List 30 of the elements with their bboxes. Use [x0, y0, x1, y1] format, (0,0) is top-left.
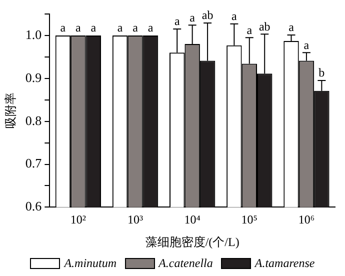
x-tick-label: 10⁶ — [298, 212, 315, 227]
y-axis-title: 吸附率 — [3, 92, 18, 129]
x-tick-label: 10⁴ — [184, 212, 200, 227]
annotation: a — [232, 9, 238, 24]
annotation: a — [90, 20, 97, 35]
y-tick-label: 0.8 — [25, 112, 42, 128]
legend-label: A.tamarense — [254, 256, 315, 270]
annotation: a — [132, 20, 139, 35]
x-tick-label: 10⁵ — [241, 212, 258, 227]
annotation: a — [246, 22, 253, 37]
annotation: a — [148, 20, 154, 35]
series-label: A.minutum — [64, 256, 117, 270]
annotation: a — [304, 38, 310, 52]
annotation: a — [76, 20, 82, 35]
y-tick-label: 0.9 — [25, 70, 42, 85]
x-axis-title: 藻细胞密度/(个/L) — [145, 234, 240, 249]
y-tick-label: 0.6 — [25, 198, 42, 214]
annotation: a — [190, 10, 196, 24]
y-tick-label: 1.0 — [25, 26, 42, 42]
annotation: a — [60, 20, 66, 35]
annotation: a — [117, 20, 124, 35]
annotation: a — [174, 14, 180, 28]
y-tick-label: 0.7 — [25, 156, 42, 171]
x-tick-label: 10² — [70, 212, 86, 227]
annotation: a — [288, 20, 295, 34]
annotation: b — [318, 66, 325, 80]
legend-label: A.catenella — [158, 256, 213, 270]
x-tick-label: 10³ — [127, 212, 144, 227]
annotation: ab — [202, 8, 214, 22]
annotation: ab — [258, 19, 270, 34]
